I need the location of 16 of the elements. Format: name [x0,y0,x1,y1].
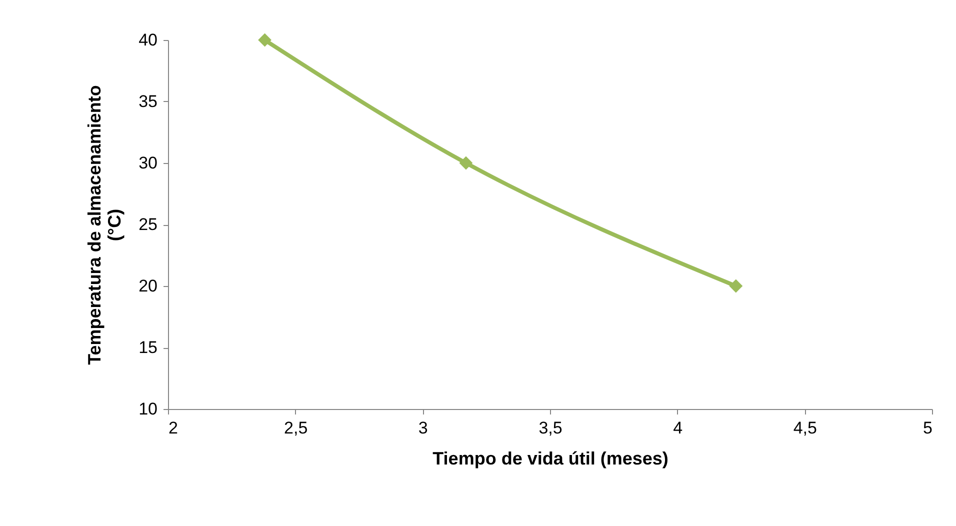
y-tick-label: 10 [138,400,158,418]
x-tick-label: 5 [923,418,932,438]
x-tick-label: 2 [168,418,178,438]
x-tick-label: 4,5 [793,418,817,438]
y-tick-label: 25 [138,215,158,234]
y-tick-label: 20 [138,276,158,296]
x-axis-title: Tiempo de vida útil (meses) [432,448,668,468]
x-tick-label: 4 [673,418,683,438]
x-tick-label: 3,5 [538,418,562,438]
x-tick-label: 2,5 [284,418,308,438]
y-tick-label: 30 [138,154,158,172]
y-tick-label: 40 [138,30,158,50]
y-tick-label: 15 [138,338,158,357]
x-tick-label: 3 [418,418,428,438]
y-axis-title: Temperatura de almacenamiento (°C) [84,85,125,365]
y-tick-label: 35 [138,92,158,111]
